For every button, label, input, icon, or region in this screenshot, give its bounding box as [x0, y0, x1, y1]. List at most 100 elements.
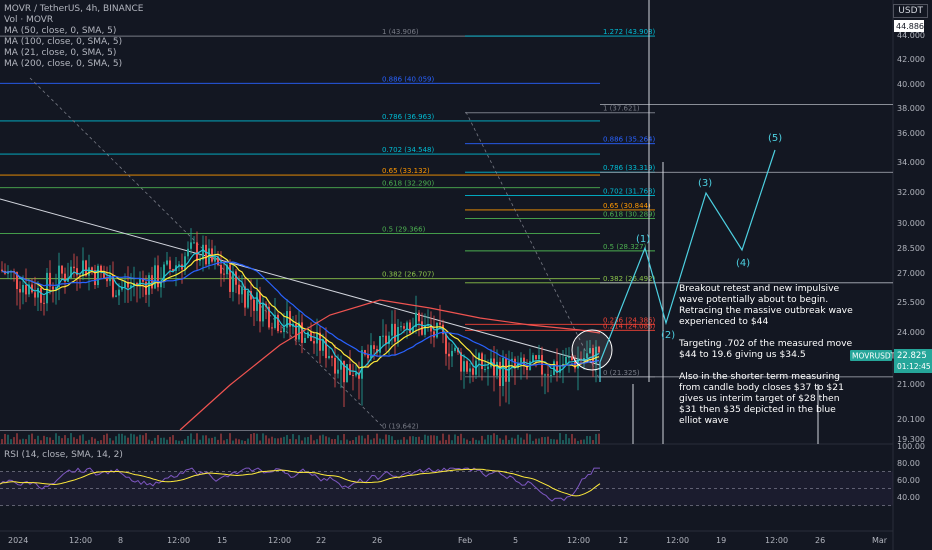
volume-bar [406, 439, 408, 444]
volume-bar [286, 435, 288, 444]
candle-body [25, 284, 27, 295]
candle-body [220, 264, 222, 274]
volume-bar [253, 433, 255, 444]
volume-bar [43, 435, 45, 444]
candle-body [313, 341, 315, 344]
volume-bar [262, 433, 264, 444]
volume-bar [361, 435, 363, 444]
candle-body [337, 369, 339, 374]
price-tick-label: 32.000 [897, 188, 925, 197]
indicator-ma50[interactable]: MA (50, close, 0, SMA, 5) [4, 26, 117, 36]
volume-bar [454, 434, 456, 444]
fib-level-label: 0.702 (31.768) [603, 188, 655, 196]
fib-level-label: 0.382 (26.492) [603, 275, 655, 283]
candle-body [364, 350, 366, 355]
candle-body [88, 267, 90, 276]
volume-bar [82, 434, 84, 444]
rsi-legend[interactable]: RSI (14, close, SMA, 14, 2) [4, 450, 123, 460]
candle-body [193, 242, 195, 244]
rsi-tick-label: 60.00 [897, 476, 920, 485]
time-tick-label: 12:00 [69, 536, 92, 545]
candle-body [118, 289, 120, 296]
candle-body [376, 349, 378, 353]
volume-bar [121, 433, 123, 444]
indicator-ma100[interactable]: MA (100, close, 0, SMA, 5) [4, 37, 123, 47]
volume-bar [334, 439, 336, 444]
volume-bar [184, 439, 186, 444]
candle-body [544, 374, 546, 376]
volume-bar [268, 438, 270, 444]
volume-bar [52, 439, 54, 444]
volume-bar [145, 433, 147, 444]
volume-bar [250, 434, 252, 444]
volume-bar [241, 440, 243, 444]
fib-connector-right [465, 111, 601, 381]
fib-level-label: 0 (21.325) [603, 369, 640, 377]
indicator-volume[interactable]: Vol · MOVR [4, 15, 54, 25]
volume-bar [91, 437, 93, 444]
candle-body [460, 352, 462, 372]
candle-body [208, 248, 210, 265]
volume-bar [337, 435, 339, 444]
time-tick-label: 26 [815, 536, 825, 545]
volume-bar [76, 438, 78, 444]
price-tick-label: 20.100 [897, 415, 925, 424]
candle-body [163, 264, 165, 283]
candle-body [343, 360, 345, 383]
wave-label: (4) [736, 258, 750, 269]
candle-body [409, 322, 411, 333]
volume-bar [283, 436, 285, 444]
elliott-wave-path [599, 149, 776, 382]
candle-body [589, 348, 591, 354]
rsi-ma-line [0, 468, 601, 497]
volume-bar [349, 440, 351, 444]
indicator-ma200[interactable]: MA (200, close, 0, SMA, 5) [4, 59, 123, 69]
fib-level-label: 0.886 (35.264) [603, 136, 655, 144]
candle-body [451, 350, 453, 357]
candle-body [127, 282, 129, 288]
volume-bar [316, 439, 318, 444]
volume-bar [232, 440, 234, 444]
volume-bar [292, 434, 294, 444]
volume-bar [400, 439, 402, 444]
volume-bar [364, 438, 366, 444]
volume-bar [385, 434, 387, 444]
candle-body [466, 361, 468, 372]
volume-bar [412, 436, 414, 444]
volume-bar [202, 435, 204, 444]
candle-body [511, 358, 513, 361]
time-tick-label: 8 [118, 536, 123, 545]
volume-bar [166, 439, 168, 444]
candle-body [385, 335, 387, 345]
fib-level-label: 0.5 (29.366) [382, 226, 426, 234]
candle-body [268, 306, 270, 328]
volume-bar [541, 437, 543, 444]
volume-bar [85, 440, 87, 444]
time-tick-label: 12:00 [167, 536, 190, 545]
volume-bar [58, 435, 60, 444]
candle-body [517, 363, 519, 368]
volume-bar [421, 440, 423, 444]
volume-bar [49, 437, 51, 444]
symbol-tag-badge [850, 350, 892, 361]
volume-bar [457, 436, 459, 444]
currency-button[interactable]: USDT [893, 4, 928, 18]
time-tick-label: 12:00 [765, 536, 788, 545]
volume-bar [160, 437, 162, 444]
candle-body [205, 244, 207, 265]
fib-level-label: 0.886 (40.059) [382, 75, 434, 83]
candle-body [40, 287, 42, 303]
candle-body [370, 345, 372, 359]
last-price-badge [894, 349, 932, 373]
volume-bar [289, 438, 291, 444]
candle-body [280, 331, 282, 333]
candle-body [178, 264, 180, 266]
indicator-ma21[interactable]: MA (21, close, 0, SMA, 5) [4, 48, 117, 58]
volume-bar [226, 439, 228, 444]
volume-bar [505, 435, 507, 444]
candle-body [151, 275, 153, 289]
fib-level-label: 0.786 (36.963) [382, 113, 434, 121]
candle-body [19, 289, 21, 293]
time-tick-label: 12:00 [666, 536, 689, 545]
